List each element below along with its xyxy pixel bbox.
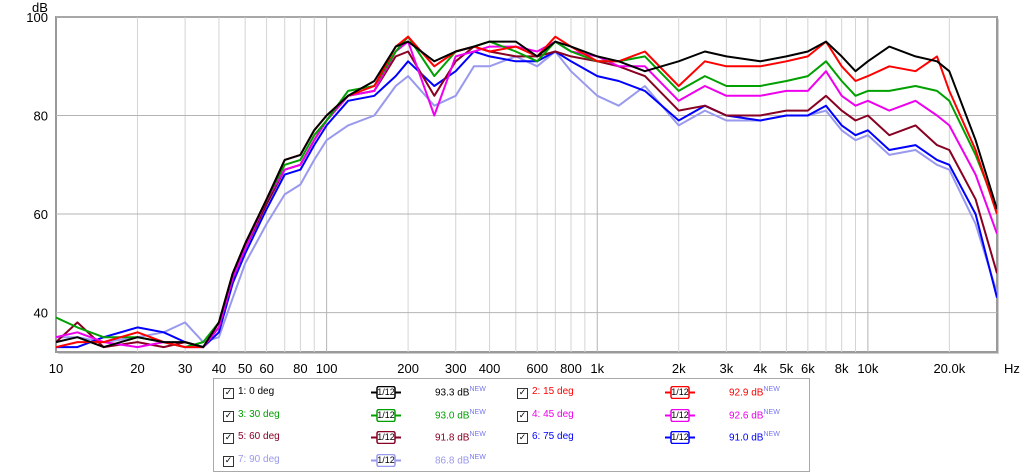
legend-item: ✓ 7: 90 deg 1/12 86.8 dBNEW [223, 453, 513, 471]
legend-checkbox[interactable]: ✓ [517, 388, 528, 399]
x-tick-label: 6k [801, 361, 815, 376]
x-tick-label: 800 [560, 361, 582, 376]
legend-level: 93.3 dBNEW [435, 386, 486, 398]
new-badge: NEW [763, 408, 780, 416]
x-tick-label: 20.0k [933, 361, 965, 376]
smoothing-label: 1/12 [671, 387, 689, 397]
y-axis-label: dB [32, 0, 48, 15]
legend-checkbox[interactable]: ✓ [223, 388, 234, 399]
series-group [56, 35, 997, 349]
legend-level-value: 93.0 dB [435, 409, 470, 421]
smoothing-button[interactable]: 1/12 [371, 385, 401, 400]
legend-label: 6: 75 deg [532, 431, 574, 442]
legend-level: 91.0 dBNEW [729, 431, 780, 443]
legend-label: 7: 90 deg [238, 453, 280, 465]
legend-label: 4: 45 deg [532, 408, 574, 420]
y-tick-label: 80 [34, 109, 48, 124]
x-tick-label: 2k [672, 361, 686, 376]
new-badge: NEW [469, 453, 486, 461]
legend-item: ✓ 6: 75 deg 1/12 91.0 dBNEW [517, 430, 807, 448]
x-tick-label: 200 [397, 361, 419, 376]
legend-level-value: 86.8 dB [435, 454, 470, 466]
y-tick-label: 40 [34, 306, 48, 321]
legend-checkbox[interactable]: ✓ [517, 410, 528, 422]
smoothing-button[interactable]: 1/12 [371, 408, 401, 422]
x-axis-label: Hz [1004, 361, 1020, 376]
legend-level: 91.8 dBNEW [435, 431, 486, 443]
plot-area [55, 16, 998, 353]
x-tick-label: 20 [130, 361, 144, 376]
smoothing-button[interactable]: 1/12 [665, 408, 695, 422]
x-tick-label: 400 [479, 361, 501, 376]
legend-label: 1: 0 deg [238, 386, 275, 397]
legend-checkbox[interactable]: ✓ [517, 433, 528, 444]
series-line-6 [56, 50, 997, 349]
x-tick-label: 80 [293, 361, 307, 376]
new-badge: NEW [469, 408, 486, 416]
x-tick-label: 10 [49, 361, 63, 376]
y-tick-label: 60 [34, 207, 48, 222]
x-tick-label: 50 [238, 361, 252, 376]
legend-item: ✓ 2: 15 deg 1/12 92.9 dBNEW [517, 385, 807, 403]
x-tick-label: 5k [780, 361, 794, 376]
new-badge: NEW [469, 431, 486, 438]
y-tick-label: 100 [26, 10, 48, 25]
x-tick-label: 30 [178, 361, 192, 376]
new-badge: NEW [763, 386, 780, 393]
legend-level-value: 91.0 dB [729, 432, 764, 444]
legend-item: ✓ 3: 30 deg 1/12 93.0 dBNEW [223, 408, 513, 426]
smoothing-label: 1/12 [377, 409, 395, 420]
smoothing-label: 1/12 [377, 387, 395, 397]
legend-label: 2: 15 deg [532, 386, 574, 397]
smoothing-button[interactable]: 1/12 [371, 453, 401, 467]
legend-level: 92.6 dBNEW [729, 409, 780, 421]
smoothing-button[interactable]: 1/12 [665, 385, 695, 400]
series-line-1 [56, 40, 997, 349]
smoothing-button[interactable]: 1/12 [371, 430, 401, 445]
x-tick-label: 1k [590, 361, 604, 376]
x-tick-label: 4k [753, 361, 767, 376]
legend-checkbox[interactable]: ✓ [223, 410, 234, 422]
x-tick-label: 3k [720, 361, 734, 376]
legend-checkbox[interactable]: ✓ [223, 433, 234, 444]
smoothing-label: 1/12 [671, 409, 689, 420]
series-line-7 [56, 50, 997, 344]
legend-item: ✓ 5: 60 deg 1/12 91.8 dBNEW [223, 430, 513, 448]
legend-level-value: 92.6 dB [729, 409, 764, 421]
legend-label: 5: 60 deg [238, 431, 280, 442]
x-tick-label: 60 [259, 361, 273, 376]
legend-level-value: 92.9 dB [729, 387, 764, 399]
x-tick-label: 100 [316, 361, 338, 376]
legend-level: 86.8 dBNEW [435, 454, 486, 466]
legend-item: ✓ 1: 0 deg 1/12 93.3 dBNEW [223, 385, 513, 403]
legend-level-value: 93.3 dB [435, 387, 470, 399]
x-tick-label: 8k [835, 361, 849, 376]
legend-item: ✓ 4: 45 deg 1/12 92.6 dBNEW [517, 408, 807, 426]
new-badge: NEW [469, 386, 486, 393]
x-tick-label: 40 [212, 361, 226, 376]
x-tick-label: 600 [526, 361, 548, 376]
new-badge: NEW [763, 431, 780, 438]
x-tick-label: 300 [445, 361, 467, 376]
legend-panel: ✓ 1: 0 deg 1/12 93.3 dBNEW ✓ 2: 15 deg 1/12 92.… [213, 378, 810, 472]
smoothing-label: 1/12 [377, 432, 395, 442]
smoothing-button[interactable]: 1/12 [665, 430, 695, 445]
legend-level-value: 91.8 dB [435, 432, 470, 444]
legend-level: 93.0 dBNEW [435, 409, 486, 421]
legend-label: 3: 30 deg [238, 408, 280, 420]
smoothing-label: 1/12 [377, 454, 395, 465]
frequency-response-chart: 100 80 60 40 10 20 30 40 50 60 80 100 200 300 400 600 80… [26, 0, 1020, 376]
x-tick-label: 10k [857, 361, 878, 376]
smoothing-label: 1/12 [671, 432, 689, 442]
legend-checkbox[interactable]: ✓ [223, 455, 234, 467]
legend-level: 92.9 dBNEW [729, 386, 780, 398]
